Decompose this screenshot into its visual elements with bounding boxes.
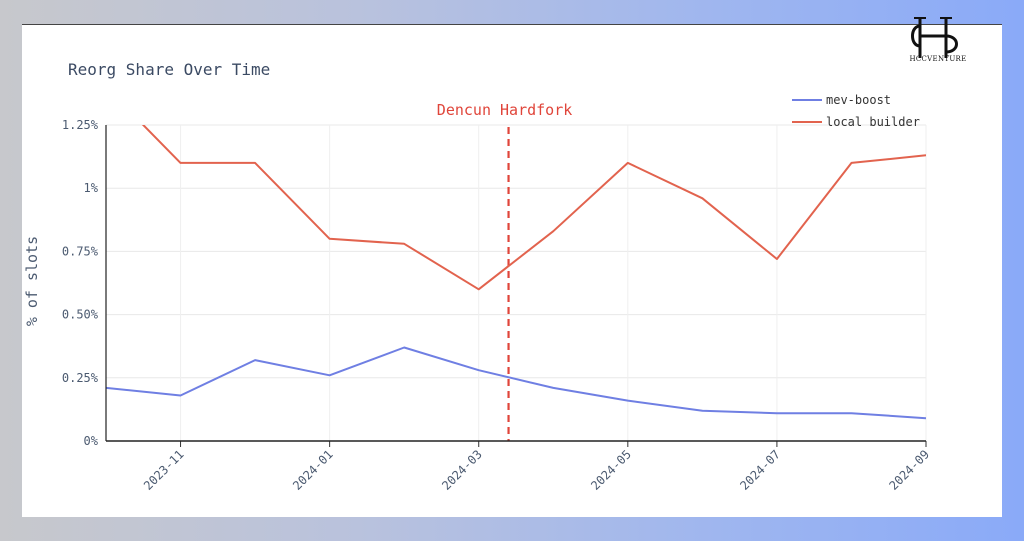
y-tick-label: 0.25%	[62, 371, 99, 385]
hccventure-logo	[911, 17, 958, 58]
chart-title: Reorg Share Over Time	[68, 60, 270, 79]
x-tick-label: 2024-01	[290, 447, 336, 493]
y-axis-label: % of slots	[23, 236, 41, 326]
x-tick-label: 2024-03	[439, 447, 485, 493]
y-tick-label: 0.50%	[62, 308, 99, 322]
chart-card: Reorg Share Over Time % of slots 0% 0.25%…	[22, 24, 1002, 517]
x-tick-label: 2024-07	[737, 447, 783, 493]
y-tick-label: 0.75%	[62, 244, 99, 258]
x-tick-label: 2024-05	[588, 447, 634, 493]
legend-label: mev-boost	[826, 93, 891, 107]
legend-label: local builder	[826, 115, 920, 129]
y-tick-label: 0%	[84, 434, 99, 448]
dencun-hardfork-label: Dencun Hardfork	[437, 101, 572, 119]
line-chart: Reorg Share Over Time % of slots 0% 0.25%…	[23, 60, 932, 493]
x-tick-label: 2023-11	[141, 447, 187, 493]
x-tick-label: 2024-09	[886, 447, 932, 493]
y-tick-label: 1%	[84, 181, 99, 195]
series-line-mev-boost	[106, 346, 926, 420]
y-tick-label: 1.25%	[62, 118, 99, 132]
series-line-local-builder	[141, 125, 926, 291]
logo-text: HCCVENTURE	[909, 55, 967, 63]
